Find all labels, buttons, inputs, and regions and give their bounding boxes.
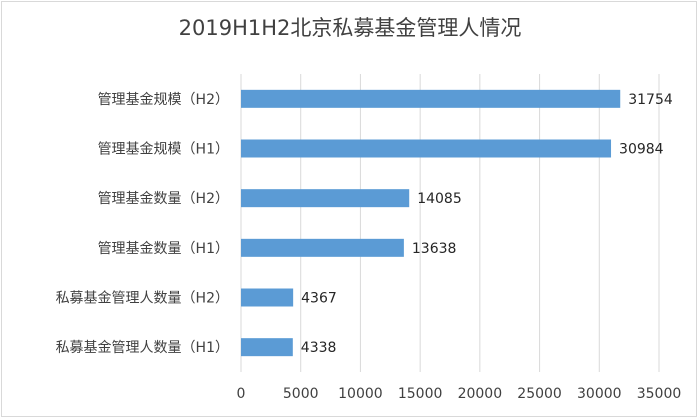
bar: [241, 288, 294, 307]
bars: [241, 89, 621, 357]
category-label: 管理基金规模（H2）: [98, 91, 229, 108]
value-labels: 31754 30984 14085 13638 4367 4338: [301, 92, 673, 356]
category-label: 私募基金管理人数量（H1）: [56, 339, 229, 356]
category-label: 管理基金数量（H2）: [98, 190, 229, 207]
data-label: 31754: [628, 92, 673, 108]
x-tick-label: 25000: [517, 386, 562, 402]
data-label: 4367: [301, 291, 337, 307]
gridlines: [240, 74, 660, 372]
bar: [241, 238, 404, 257]
x-tick-label: 30000: [577, 386, 622, 402]
data-label: 13638: [412, 241, 457, 257]
x-tick-label: 5000: [283, 386, 319, 402]
data-label: 14085: [417, 191, 462, 207]
bar: [241, 189, 410, 208]
x-tick-label: 35000: [637, 386, 682, 402]
bar: [241, 89, 621, 108]
x-tick-label: 20000: [458, 386, 503, 402]
x-tick-labels: 0 5000 10000 15000 20000 25000 30000 35000: [237, 386, 682, 402]
x-tick-label: 10000: [338, 386, 383, 402]
bar: [241, 139, 612, 158]
chart-title: 2019H1H2北京私募基金管理人情况: [178, 16, 522, 40]
category-label: 管理基金数量（H1）: [98, 240, 229, 257]
data-label: 4338: [301, 340, 337, 356]
data-label: 30984: [619, 142, 664, 158]
bar: [241, 338, 293, 357]
x-tick-label: 0: [237, 386, 246, 402]
category-label: 管理基金规模（H1）: [98, 141, 229, 158]
x-tick-label: 15000: [398, 386, 443, 402]
category-label: 私募基金管理人数量（H2）: [56, 290, 229, 307]
category-labels: 管理基金规模（H2） 管理基金规模（H1） 管理基金数量（H2） 管理基金数量（H1）…: [56, 91, 229, 356]
